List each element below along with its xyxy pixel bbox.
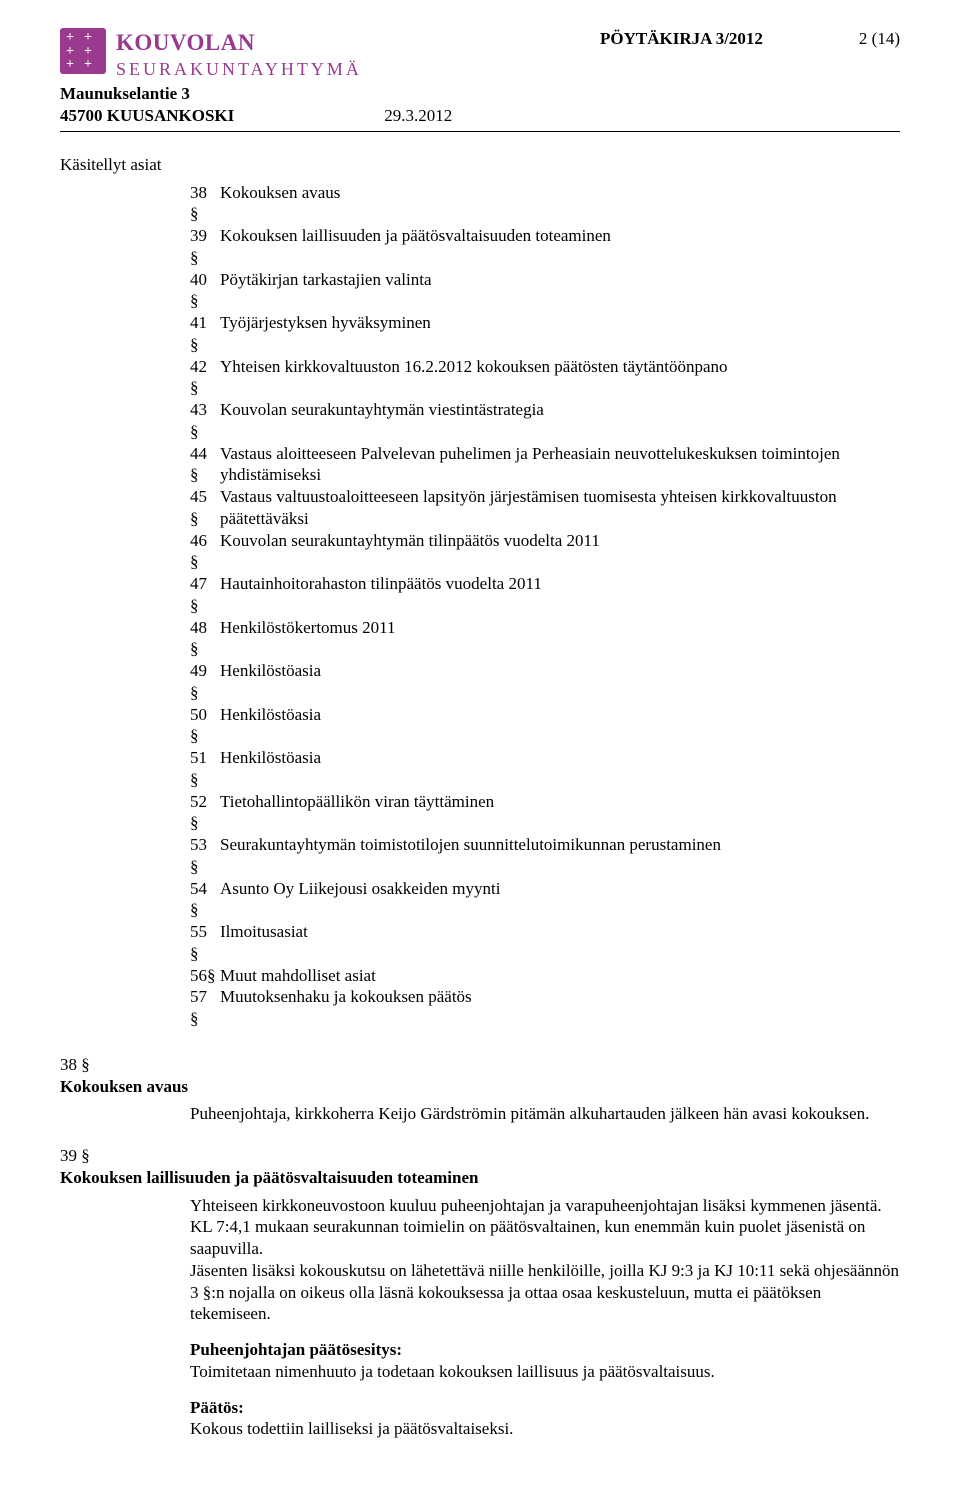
agenda-num: 47 § — [190, 573, 220, 617]
agenda-num: 56§ — [190, 965, 220, 987]
document-date: 29.3.2012 — [384, 105, 452, 127]
agenda-num: 46 § — [190, 530, 220, 574]
agenda-num: 40 § — [190, 269, 220, 313]
agenda-num: 50 § — [190, 704, 220, 748]
agenda-num: 57 § — [190, 986, 220, 1030]
agenda-text: Tietohallintopäällikön viran täyttäminen — [220, 791, 900, 835]
item-paragraph: Yhteiseen kirkkoneuvostoon kuuluu puheen… — [190, 1195, 900, 1260]
agenda-text: Henkilöstöasia — [220, 660, 900, 704]
agenda-text: Kokouksen avaus — [220, 182, 900, 226]
agenda-num: 55 § — [190, 921, 220, 965]
agenda-text: Ilmoitusasiat — [220, 921, 900, 965]
document-header: ++ ++ ++ KOUVOLAN SEURAKUNTAYHTYMÄ PÖYTÄ… — [60, 28, 900, 81]
agenda-text: Henkilöstökertomus 2011 — [220, 617, 900, 661]
agenda-text: Yhteisen kirkkovaltuuston 16.2.2012 koko… — [220, 356, 900, 400]
agenda-text: Pöytäkirjan tarkastajien valinta — [220, 269, 900, 313]
doc-title: PÖYTÄKIRJA 3/2012 — [600, 28, 763, 50]
agenda-text: Asunto Oy Liikejousi osakkeiden myynti — [220, 878, 900, 922]
agenda-text: Henkilöstöasia — [220, 747, 900, 791]
agenda-num: 44 § — [190, 443, 220, 487]
decision-label: Päätös: — [190, 1398, 244, 1417]
item-paragraph: Jäsenten lisäksi kokouskutsu on lähetett… — [190, 1260, 900, 1325]
agenda-text: Muutoksenhaku ja kokouksen päätös — [220, 986, 900, 1030]
section-heading: Käsitellyt asiat — [60, 154, 900, 176]
agenda-num: 43 § — [190, 399, 220, 443]
agenda-item-38: 38 § Kokouksen avaus Puheenjohtaja, kirk… — [60, 1054, 900, 1125]
agenda-text: Kouvolan seurakuntayhtymän tilinpäätös v… — [220, 530, 900, 574]
agenda-num: 48 § — [190, 617, 220, 661]
agenda-text: Kokouksen laillisuuden ja päätösvaltaisu… — [220, 225, 900, 269]
agenda-text: Työjärjestyksen hyväksyminen — [220, 312, 900, 356]
agenda-num: 53 § — [190, 834, 220, 878]
decision-text: Kokous todettiin lailliseksi ja päätösva… — [190, 1419, 513, 1438]
agenda-num: 51 § — [190, 747, 220, 791]
page-number: 2 (14) — [859, 28, 900, 50]
agenda-text: Kouvolan seurakuntayhtymän viestintästra… — [220, 399, 900, 443]
agenda-num: 41 § — [190, 312, 220, 356]
agenda-num: 49 § — [190, 660, 220, 704]
agenda-num: 45 § — [190, 486, 220, 530]
address-block: Maunukselantie 3 45700 KUUSANKOSKI 29.3.… — [60, 83, 900, 127]
address-line-1: Maunukselantie 3 — [60, 83, 900, 105]
agenda-item-39: 39 § Kokouksen laillisuuden ja päätösval… — [60, 1145, 900, 1440]
item-title: Kokouksen avaus — [60, 1076, 900, 1098]
agenda-text: Vastaus valtuustoaloitteeseen lapsityön … — [220, 486, 900, 530]
header-rule — [60, 131, 900, 132]
agenda-num: 54 § — [190, 878, 220, 922]
org-name-block: KOUVOLAN SEURAKUNTAYHTYMÄ — [116, 28, 580, 81]
agenda-num: 42 § — [190, 356, 220, 400]
agenda-text: Seurakuntayhtymän toimistotilojen suunni… — [220, 834, 900, 878]
agenda-num: 52 § — [190, 791, 220, 835]
item-number: 38 § — [60, 1054, 900, 1076]
agenda-text: Muut mahdolliset asiat — [220, 965, 900, 987]
org-name: KOUVOLAN — [116, 28, 580, 57]
item-body-text: Puheenjohtaja, kirkkoherra Keijo Gärdstr… — [190, 1103, 900, 1125]
address-line-2: 45700 KUUSANKOSKI — [60, 105, 234, 127]
agenda-text: Vastaus aloitteeseen Palvelevan puhelime… — [220, 443, 900, 487]
doc-meta: PÖYTÄKIRJA 3/2012 2 (14) — [580, 28, 900, 50]
org-logo: ++ ++ ++ — [60, 28, 106, 74]
org-subtitle: SEURAKUNTAYHTYMÄ — [116, 58, 580, 81]
proposal-label: Puheenjohtajan päätösesitys: — [190, 1340, 402, 1359]
item-number: 39 § — [60, 1145, 900, 1167]
item-title: Kokouksen laillisuuden ja päätösvaltaisu… — [60, 1167, 900, 1189]
proposal-text: Toimitetaan nimenhuuto ja todetaan kokou… — [190, 1362, 715, 1381]
agenda-num: 38 § — [190, 182, 220, 226]
agenda-text: Hautainhoitorahaston tilinpäätös vuodelt… — [220, 573, 900, 617]
agenda-num: 39 § — [190, 225, 220, 269]
agenda-list: 38 §Kokouksen avaus 39 §Kokouksen lailli… — [190, 182, 900, 1030]
agenda-text: Henkilöstöasia — [220, 704, 900, 748]
